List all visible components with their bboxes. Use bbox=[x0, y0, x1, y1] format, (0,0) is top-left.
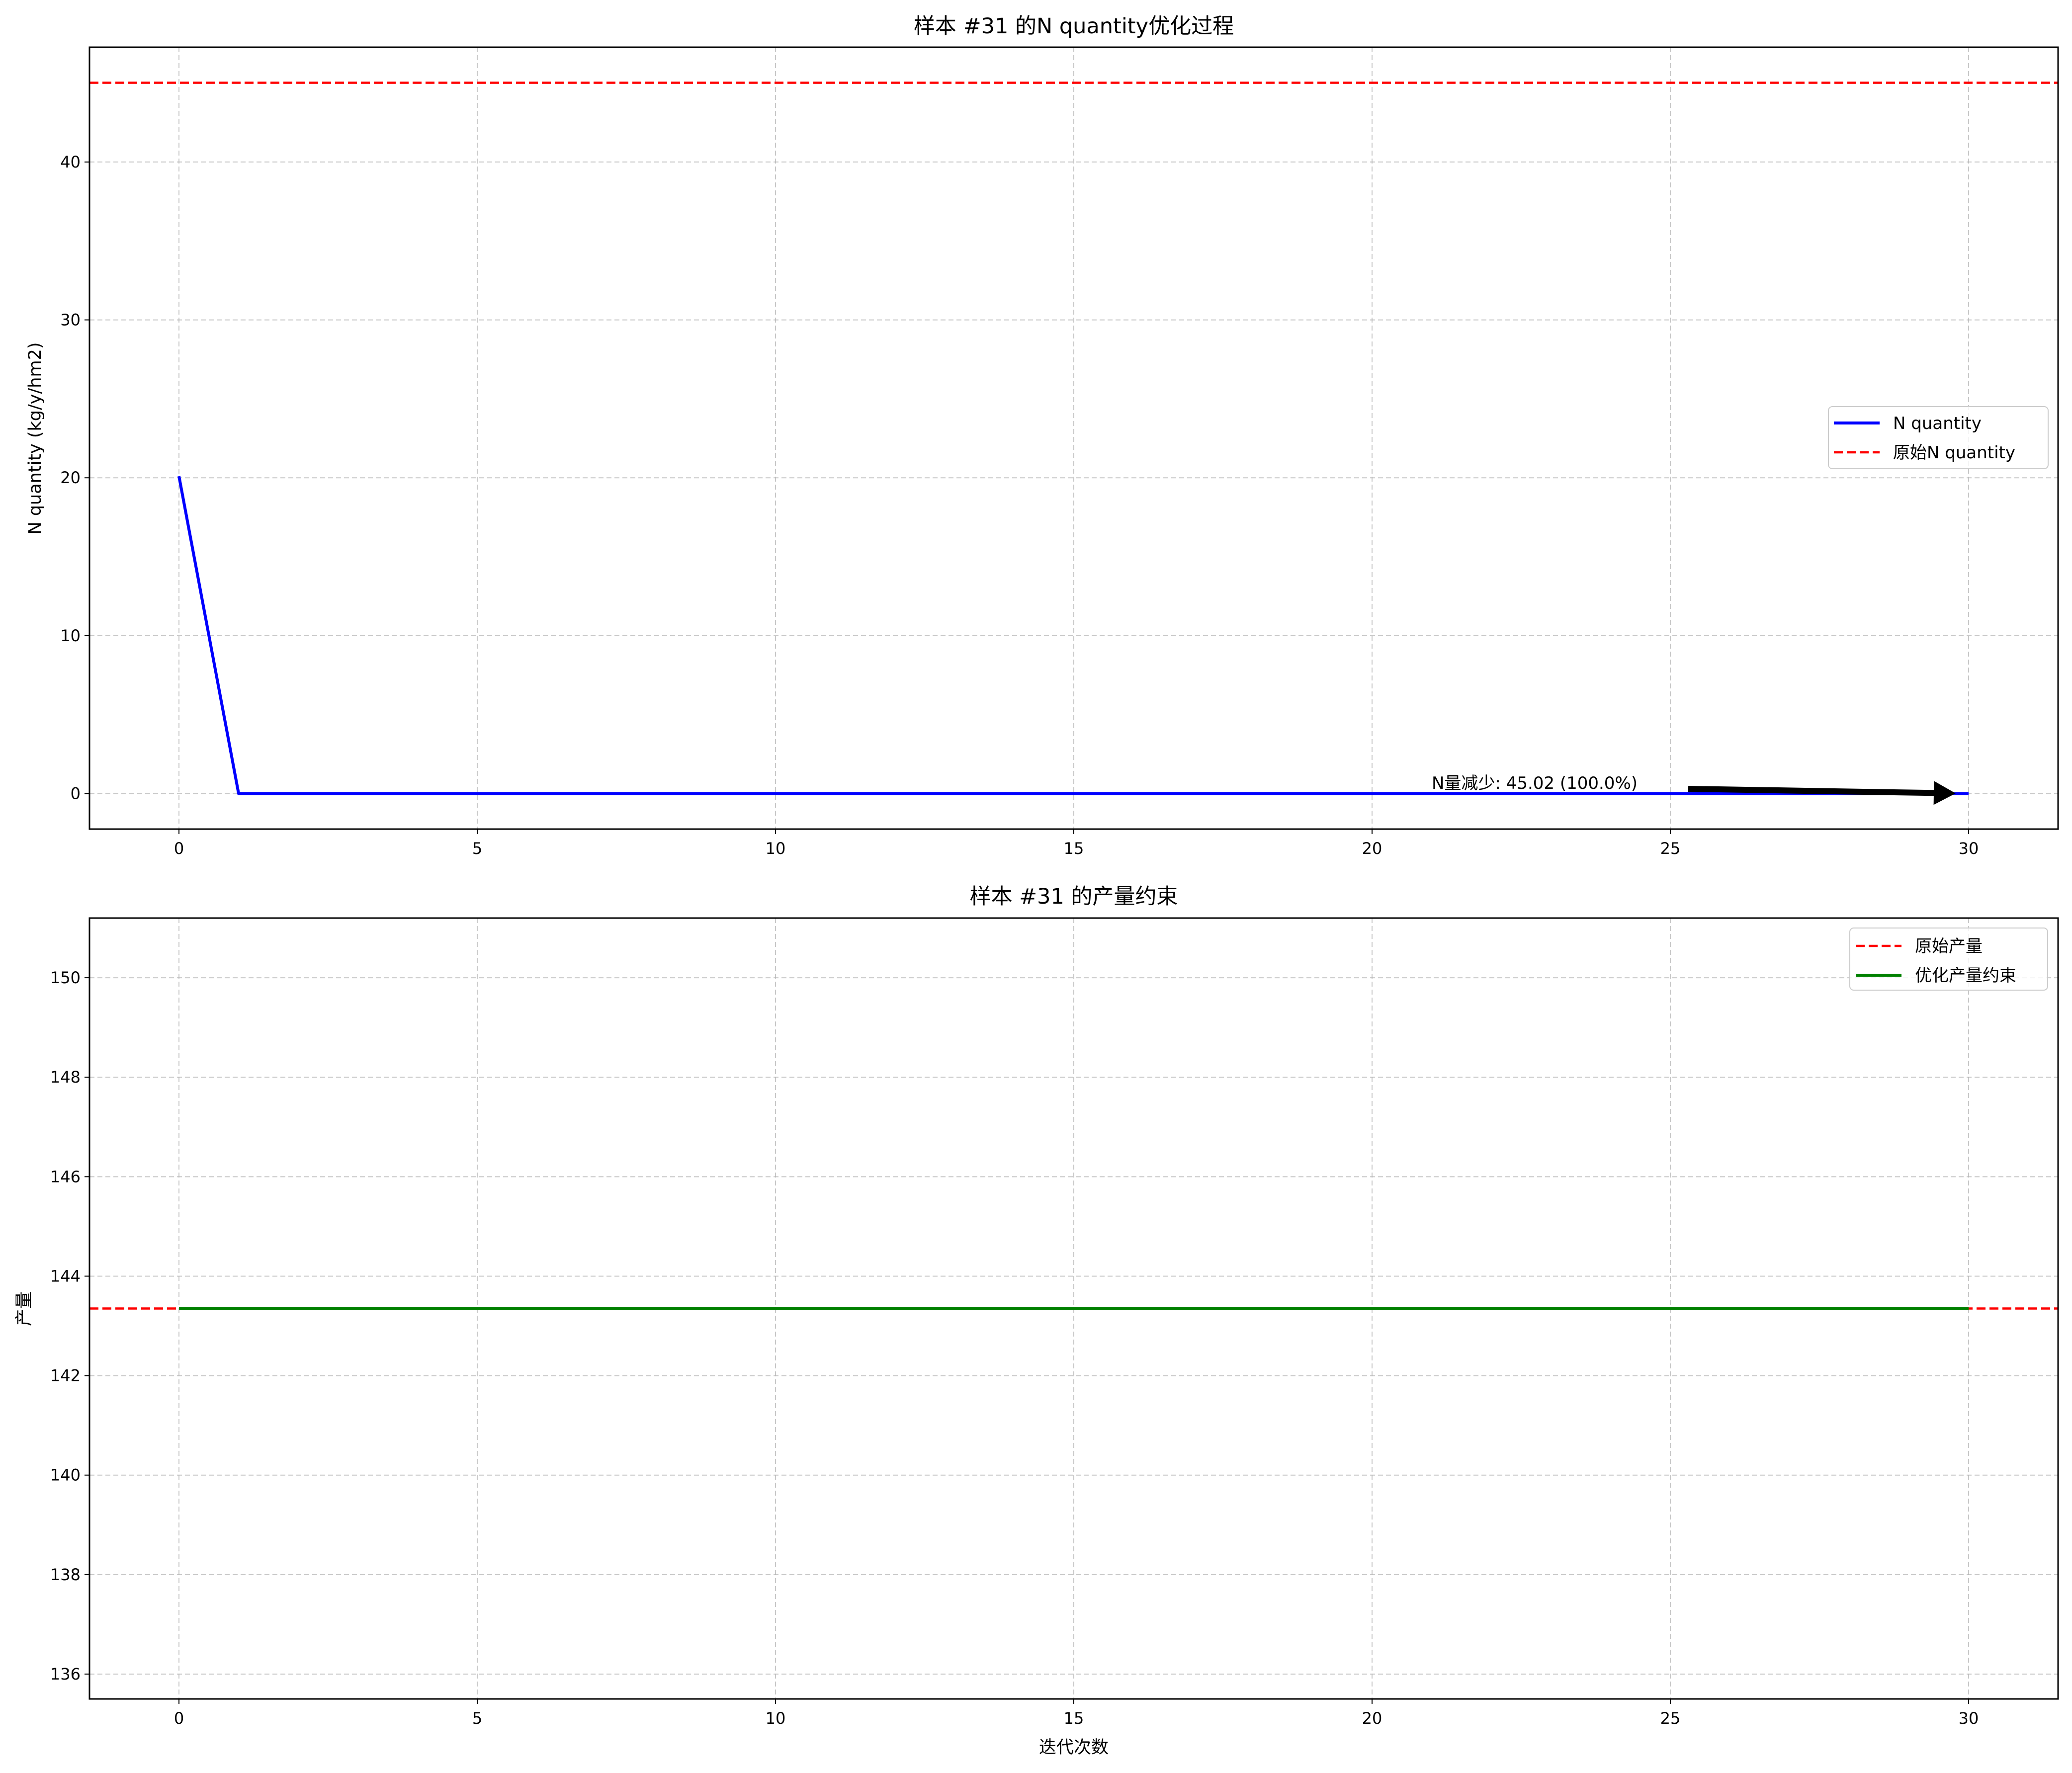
annotation-arrow-icon bbox=[1688, 781, 1956, 805]
x-tick-label: 30 bbox=[1959, 839, 1979, 858]
x-tick-label: 20 bbox=[1362, 1709, 1382, 1728]
top-chart: 样本 #31 的N quantity优化过程 N quantity (kg/y/… bbox=[25, 14, 2059, 858]
y-tick-label: 140 bbox=[50, 1466, 81, 1485]
x-tick-label: 30 bbox=[1959, 1709, 1979, 1728]
y-tick-label: 20 bbox=[60, 468, 81, 487]
bottom-chart-x-axis-label: 迭代次数 bbox=[1039, 1738, 1109, 1758]
bottom-chart: 样本 #31 的产量约束 迭代次数 产量 0 5 10 15 20 25 30 136 138 1… bbox=[14, 884, 2059, 1758]
x-tick-label: 15 bbox=[1064, 839, 1084, 858]
bottom-chart-y-axis-label: 产量 bbox=[14, 1291, 34, 1326]
legend-label-original-n-quantity: 原始N quantity bbox=[1893, 443, 2015, 463]
top-chart-grid bbox=[89, 47, 2058, 829]
top-chart-ticks: 0 5 10 15 20 25 30 0 10 20 30 40 bbox=[60, 153, 1979, 858]
top-chart-plot-area bbox=[89, 82, 2058, 795]
bottom-chart-title: 样本 #31 的产量约束 bbox=[969, 884, 1178, 909]
y-tick-label: 142 bbox=[50, 1366, 81, 1385]
x-tick-label: 0 bbox=[174, 839, 184, 858]
top-chart-annotation-text: N量减少: 45.02 (100.0%) bbox=[1432, 773, 1638, 793]
y-tick-label: 0 bbox=[71, 784, 81, 803]
y-tick-label: 138 bbox=[50, 1565, 81, 1584]
y-tick-label: 146 bbox=[50, 1167, 81, 1186]
top-chart-legend: N quantity 原始N quantity bbox=[1828, 406, 2049, 469]
x-tick-label: 25 bbox=[1660, 839, 1681, 858]
legend-label-n-quantity: N quantity bbox=[1893, 414, 1982, 433]
x-tick-label: 25 bbox=[1660, 1709, 1681, 1728]
y-tick-label: 148 bbox=[50, 1068, 81, 1087]
y-tick-label: 10 bbox=[60, 626, 81, 645]
bottom-chart-legend: 原始产量 优化产量约束 bbox=[1849, 928, 2048, 991]
legend-label-optimized-yield-constraint: 优化产量约束 bbox=[1915, 966, 2016, 986]
y-tick-label: 136 bbox=[50, 1665, 81, 1684]
x-tick-label: 15 bbox=[1064, 1709, 1084, 1728]
top-chart-legend-box bbox=[1828, 406, 2049, 469]
x-tick-label: 10 bbox=[766, 1709, 786, 1728]
y-tick-label: 144 bbox=[50, 1266, 81, 1285]
series-line-0 bbox=[177, 476, 1969, 795]
x-tick-label: 5 bbox=[472, 1709, 482, 1728]
y-tick-label: 150 bbox=[50, 968, 81, 987]
top-chart-title: 样本 #31 的N quantity优化过程 bbox=[914, 14, 1234, 39]
bottom-chart-ticks: 0 5 10 15 20 25 30 136 138 140 142 144 146 148 150 bbox=[50, 968, 1979, 1728]
y-tick-label: 40 bbox=[60, 153, 81, 171]
x-tick-label: 0 bbox=[174, 1709, 184, 1728]
x-tick-label: 5 bbox=[472, 839, 482, 858]
x-tick-label: 20 bbox=[1362, 839, 1382, 858]
top-chart-y-axis-label: N quantity (kg/y/hm2) bbox=[25, 342, 45, 535]
top-chart-annotation: N量减少: 45.02 (100.0%) bbox=[1432, 773, 1956, 805]
y-tick-label: 30 bbox=[60, 311, 81, 330]
x-tick-label: 10 bbox=[766, 839, 786, 858]
legend-label-original-yield: 原始产量 bbox=[1915, 936, 1983, 956]
